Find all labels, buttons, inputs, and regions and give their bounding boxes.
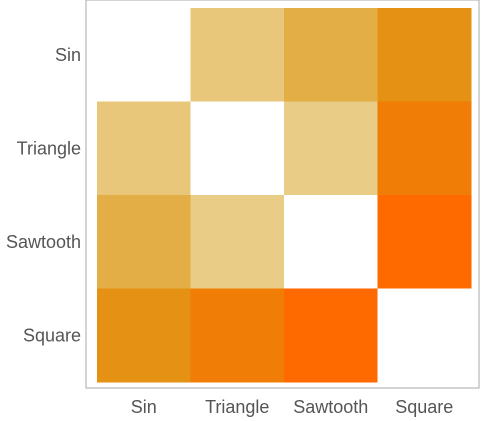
row-label-sawtooth: Sawtooth — [6, 232, 81, 252]
row-tick-labels: Sin Triangle Sawtooth Square — [6, 45, 81, 346]
heatmap-cell-sin-sawtooth — [284, 8, 378, 102]
row-label-square: Square — [23, 325, 81, 345]
heatmap-cell-triangle-square — [377, 101, 472, 196]
heatmap-cell-triangle-sawtooth — [284, 101, 378, 196]
heatmap-cell-sin-square — [377, 8, 472, 102]
column-tick-labels: Sin Triangle Sawtooth Square — [131, 397, 454, 417]
column-label-triangle: Triangle — [205, 397, 269, 417]
row-label-sin: Sin — [55, 45, 81, 65]
heatmap-cell-sin-sin — [97, 8, 191, 102]
heatmap-cells — [97, 8, 472, 383]
heatmap-cell-square-triangle — [190, 288, 285, 383]
heatmap-cell-sawtooth-sin — [97, 195, 191, 289]
heatmap-cell-sin-triangle — [190, 8, 285, 102]
column-label-square: Square — [395, 397, 453, 417]
column-label-sin: Sin — [131, 397, 157, 417]
heatmap-cell-sawtooth-triangle — [190, 195, 285, 289]
column-label-sawtooth: Sawtooth — [293, 397, 368, 417]
heatmap-cell-triangle-triangle — [190, 101, 285, 196]
row-label-triangle: Triangle — [17, 138, 81, 158]
heatmap-cell-sawtooth-square — [377, 195, 472, 289]
heatmap-cell-square-sawtooth — [284, 288, 378, 383]
heatmap-cell-square-sin — [97, 288, 191, 383]
heatmap-cell-square-square — [377, 288, 472, 383]
heatmap-cell-triangle-sin — [97, 101, 191, 196]
heatmap-cell-sawtooth-sawtooth — [284, 195, 378, 289]
